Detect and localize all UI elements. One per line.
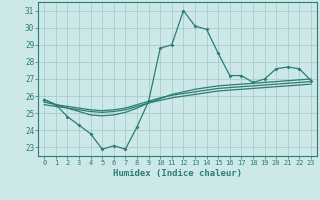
X-axis label: Humidex (Indice chaleur): Humidex (Indice chaleur): [113, 169, 242, 178]
